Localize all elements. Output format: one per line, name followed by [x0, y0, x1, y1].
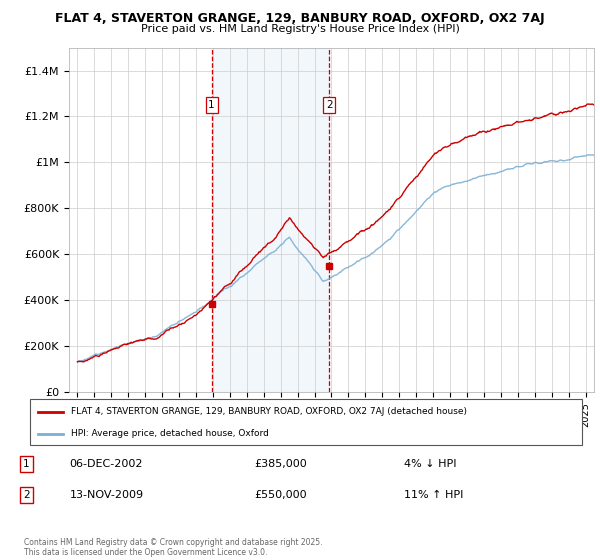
Text: £550,000: £550,000	[254, 490, 307, 500]
Text: Contains HM Land Registry data © Crown copyright and database right 2025.
This d: Contains HM Land Registry data © Crown c…	[24, 538, 323, 557]
Text: FLAT 4, STAVERTON GRANGE, 129, BANBURY ROAD, OXFORD, OX2 7AJ (detached house): FLAT 4, STAVERTON GRANGE, 129, BANBURY R…	[71, 407, 467, 416]
Text: 06-DEC-2002: 06-DEC-2002	[70, 459, 143, 469]
Text: 1: 1	[208, 100, 215, 110]
FancyBboxPatch shape	[30, 399, 582, 445]
Text: Price paid vs. HM Land Registry's House Price Index (HPI): Price paid vs. HM Land Registry's House …	[140, 24, 460, 34]
Text: FLAT 4, STAVERTON GRANGE, 129, BANBURY ROAD, OXFORD, OX2 7AJ: FLAT 4, STAVERTON GRANGE, 129, BANBURY R…	[55, 12, 545, 25]
Text: 13-NOV-2009: 13-NOV-2009	[70, 490, 144, 500]
Text: 2: 2	[23, 490, 30, 500]
Text: 11% ↑ HPI: 11% ↑ HPI	[404, 490, 463, 500]
Bar	[212, 48, 329, 392]
Text: 1: 1	[23, 459, 30, 469]
Text: 2: 2	[326, 100, 332, 110]
Text: £385,000: £385,000	[254, 459, 307, 469]
Text: HPI: Average price, detached house, Oxford: HPI: Average price, detached house, Oxfo…	[71, 429, 269, 438]
Text: 4% ↓ HPI: 4% ↓ HPI	[404, 459, 456, 469]
